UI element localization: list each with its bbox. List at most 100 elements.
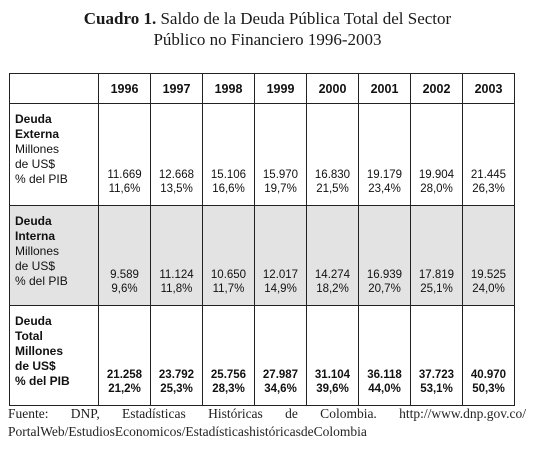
cell-millones: 12.668 [158, 169, 195, 181]
table-cell: 12.017 14,9% [254, 205, 307, 306]
table-cell: 17.819 25,1% [410, 205, 463, 306]
row-deuda-total: Deuda Total Millones de US$% del PIB 21.258 2… [9, 305, 515, 406]
cell-millones: 25.756 [210, 369, 247, 381]
table-cell: 19.179 23,4% [358, 103, 411, 206]
table-cell: 16.939 20,7% [358, 205, 411, 306]
cell-pct-pib: 11,6% [108, 183, 141, 195]
cell-millones: 16.830 [314, 169, 351, 181]
row-deuda-externa: Deuda Externa Millones de US$% del PIB 11.66… [9, 103, 515, 206]
caption-text-1: Saldo de la Deuda Pública Total del Sect… [160, 9, 452, 28]
cell-pct-pib: 50,3% [472, 383, 505, 395]
cell-pct-pib: 44,0% [368, 383, 401, 395]
table-cell: 40.970 50,3% [462, 305, 515, 406]
table-cell: 9.589 9,6% [98, 205, 151, 306]
row-label-bold: Externa [15, 127, 60, 141]
caption-label: Cuadro 1. [83, 9, 157, 28]
row-label-bold: Deuda [15, 112, 52, 126]
cell-millones: 11.669 [107, 169, 142, 181]
caption-line-2: Público no Financiero 1996-2003 [153, 30, 382, 49]
caption-line-1: Cuadro 1. Saldo de la Deuda Pública Tota… [0, 8, 535, 29]
row-label-bold: de US$ [15, 359, 56, 373]
cell-millones: 19.179 [366, 169, 403, 181]
source-line-2: PortalWeb/EstudiosEconomicos/Estadística… [8, 424, 367, 439]
cell-millones: 21.258 [106, 369, 143, 381]
cell-pct-pib: 39,6% [316, 383, 349, 395]
cell-millones: 15.106 [210, 169, 247, 181]
cell-pct-pib: 18,2% [316, 283, 349, 295]
cell-millones: 36.118 [367, 369, 402, 381]
cell-millones: 37.723 [418, 369, 455, 381]
row-label-bold: Deuda [15, 214, 52, 228]
row-label-bold: Deuda [15, 314, 52, 328]
row-label-normal: de US$ [15, 259, 56, 273]
cell-millones: 9.589 [110, 269, 139, 281]
table-cell: 15.106 16,6% [202, 103, 255, 206]
row-deuda-interna: Deuda Interna Millones de US$% del PIB 9.589… [9, 205, 515, 306]
cell-millones: 10.650 [210, 269, 247, 281]
table-cell: 37.723 53,1% [410, 305, 463, 406]
source-note: Fuente: DNP, Estadísticas Históricas de … [8, 405, 526, 441]
cell-millones: 15.970 [262, 169, 299, 181]
cell-pct-pib: 11,7% [212, 283, 245, 295]
cell-pct-pib: 23,4% [368, 183, 401, 195]
cell-pct-pib: 53,1% [420, 383, 453, 395]
header-year: 1999 [254, 73, 307, 104]
cell-pct-pib: 9,6% [111, 283, 138, 295]
table-cell: 10.650 11,7% [202, 205, 255, 306]
header-year: 2001 [358, 73, 411, 104]
source-line-1: Fuente: DNP, Estadísticas Históricas de … [8, 406, 526, 421]
cell-pct-pib: 20,7% [368, 283, 401, 295]
cell-millones: 17.819 [418, 269, 455, 281]
cell-millones: 40.970 [470, 369, 507, 381]
cell-millones: 16.939 [366, 269, 403, 281]
cell-millones: 23.792 [158, 369, 195, 381]
table-cell: 36.118 44,0% [358, 305, 411, 406]
cell-pct-pib: 28,0% [420, 183, 453, 195]
cell-pct-pib: 25,1% [420, 283, 453, 295]
header-row: 1996 1997 1998 1999 2000 2001 2002 2003 [9, 73, 515, 104]
row-label-normal: de US$ [15, 157, 56, 171]
cell-pct-pib: 14,9% [264, 283, 297, 295]
cell-pct-pib: 19,7% [264, 183, 297, 195]
cell-millones: 19.525 [470, 269, 507, 281]
cell-pct-pib: 25,3% [160, 383, 193, 395]
row-label-normal: % del PIB [15, 274, 68, 288]
cell-pct-pib: 24,0% [472, 283, 505, 295]
table-cell: 15.970 19,7% [254, 103, 307, 206]
row-label-normal: Millones [15, 244, 60, 258]
table-cell: 19.904 28,0% [410, 103, 463, 206]
header-year: 2003 [462, 73, 515, 104]
row-label: Deuda Total Millones de US$% del PIB [9, 305, 99, 406]
cell-pct-pib: 28,3% [212, 383, 245, 395]
cell-pct-pib: 16,6% [212, 183, 245, 195]
row-label: Deuda Externa Millones de US$% del PIB [9, 103, 99, 206]
table-cell: 23.792 25,3% [150, 305, 203, 406]
row-label-bold: Interna [15, 229, 56, 243]
cell-millones: 21.445 [470, 169, 507, 181]
table-cell: 19.525 24,0% [462, 205, 515, 306]
cell-pct-pib: 13,5% [160, 183, 193, 195]
header-year: 1996 [98, 73, 151, 104]
cell-pct-pib: 26,3% [472, 183, 505, 195]
cell-millones: 27.987 [262, 369, 299, 381]
table-cell: 16.830 21,5% [306, 103, 359, 206]
row-label-normal: % del PIB [15, 172, 68, 186]
cell-pct-pib: 21,5% [316, 183, 349, 195]
cell-millones: 31.104 [314, 369, 351, 381]
table-cell: 27.987 34,6% [254, 305, 307, 406]
table-cell: 25.756 28,3% [202, 305, 255, 406]
row-label-normal: Millones [15, 142, 60, 156]
debt-table: 1996 1997 1998 1999 2000 2001 2002 2003 … [9, 73, 515, 406]
table-caption: Cuadro 1. Saldo de la Deuda Pública Tota… [0, 8, 535, 50]
table-cell: 12.668 13,5% [150, 103, 203, 206]
table-cell: 31.104 39,6% [306, 305, 359, 406]
table-cell: 11.124 11,8% [150, 205, 203, 306]
table-cell: 21.445 26,3% [462, 103, 515, 206]
header-corner [9, 73, 99, 104]
header-year: 1997 [150, 73, 203, 104]
table-cell: 11.669 11,6% [98, 103, 151, 206]
row-label: Deuda Interna Millones de US$% del PIB [9, 205, 99, 306]
header-year: 2002 [410, 73, 463, 104]
table-cell: 14.274 18,2% [306, 205, 359, 306]
cell-millones: 14.274 [314, 269, 351, 281]
